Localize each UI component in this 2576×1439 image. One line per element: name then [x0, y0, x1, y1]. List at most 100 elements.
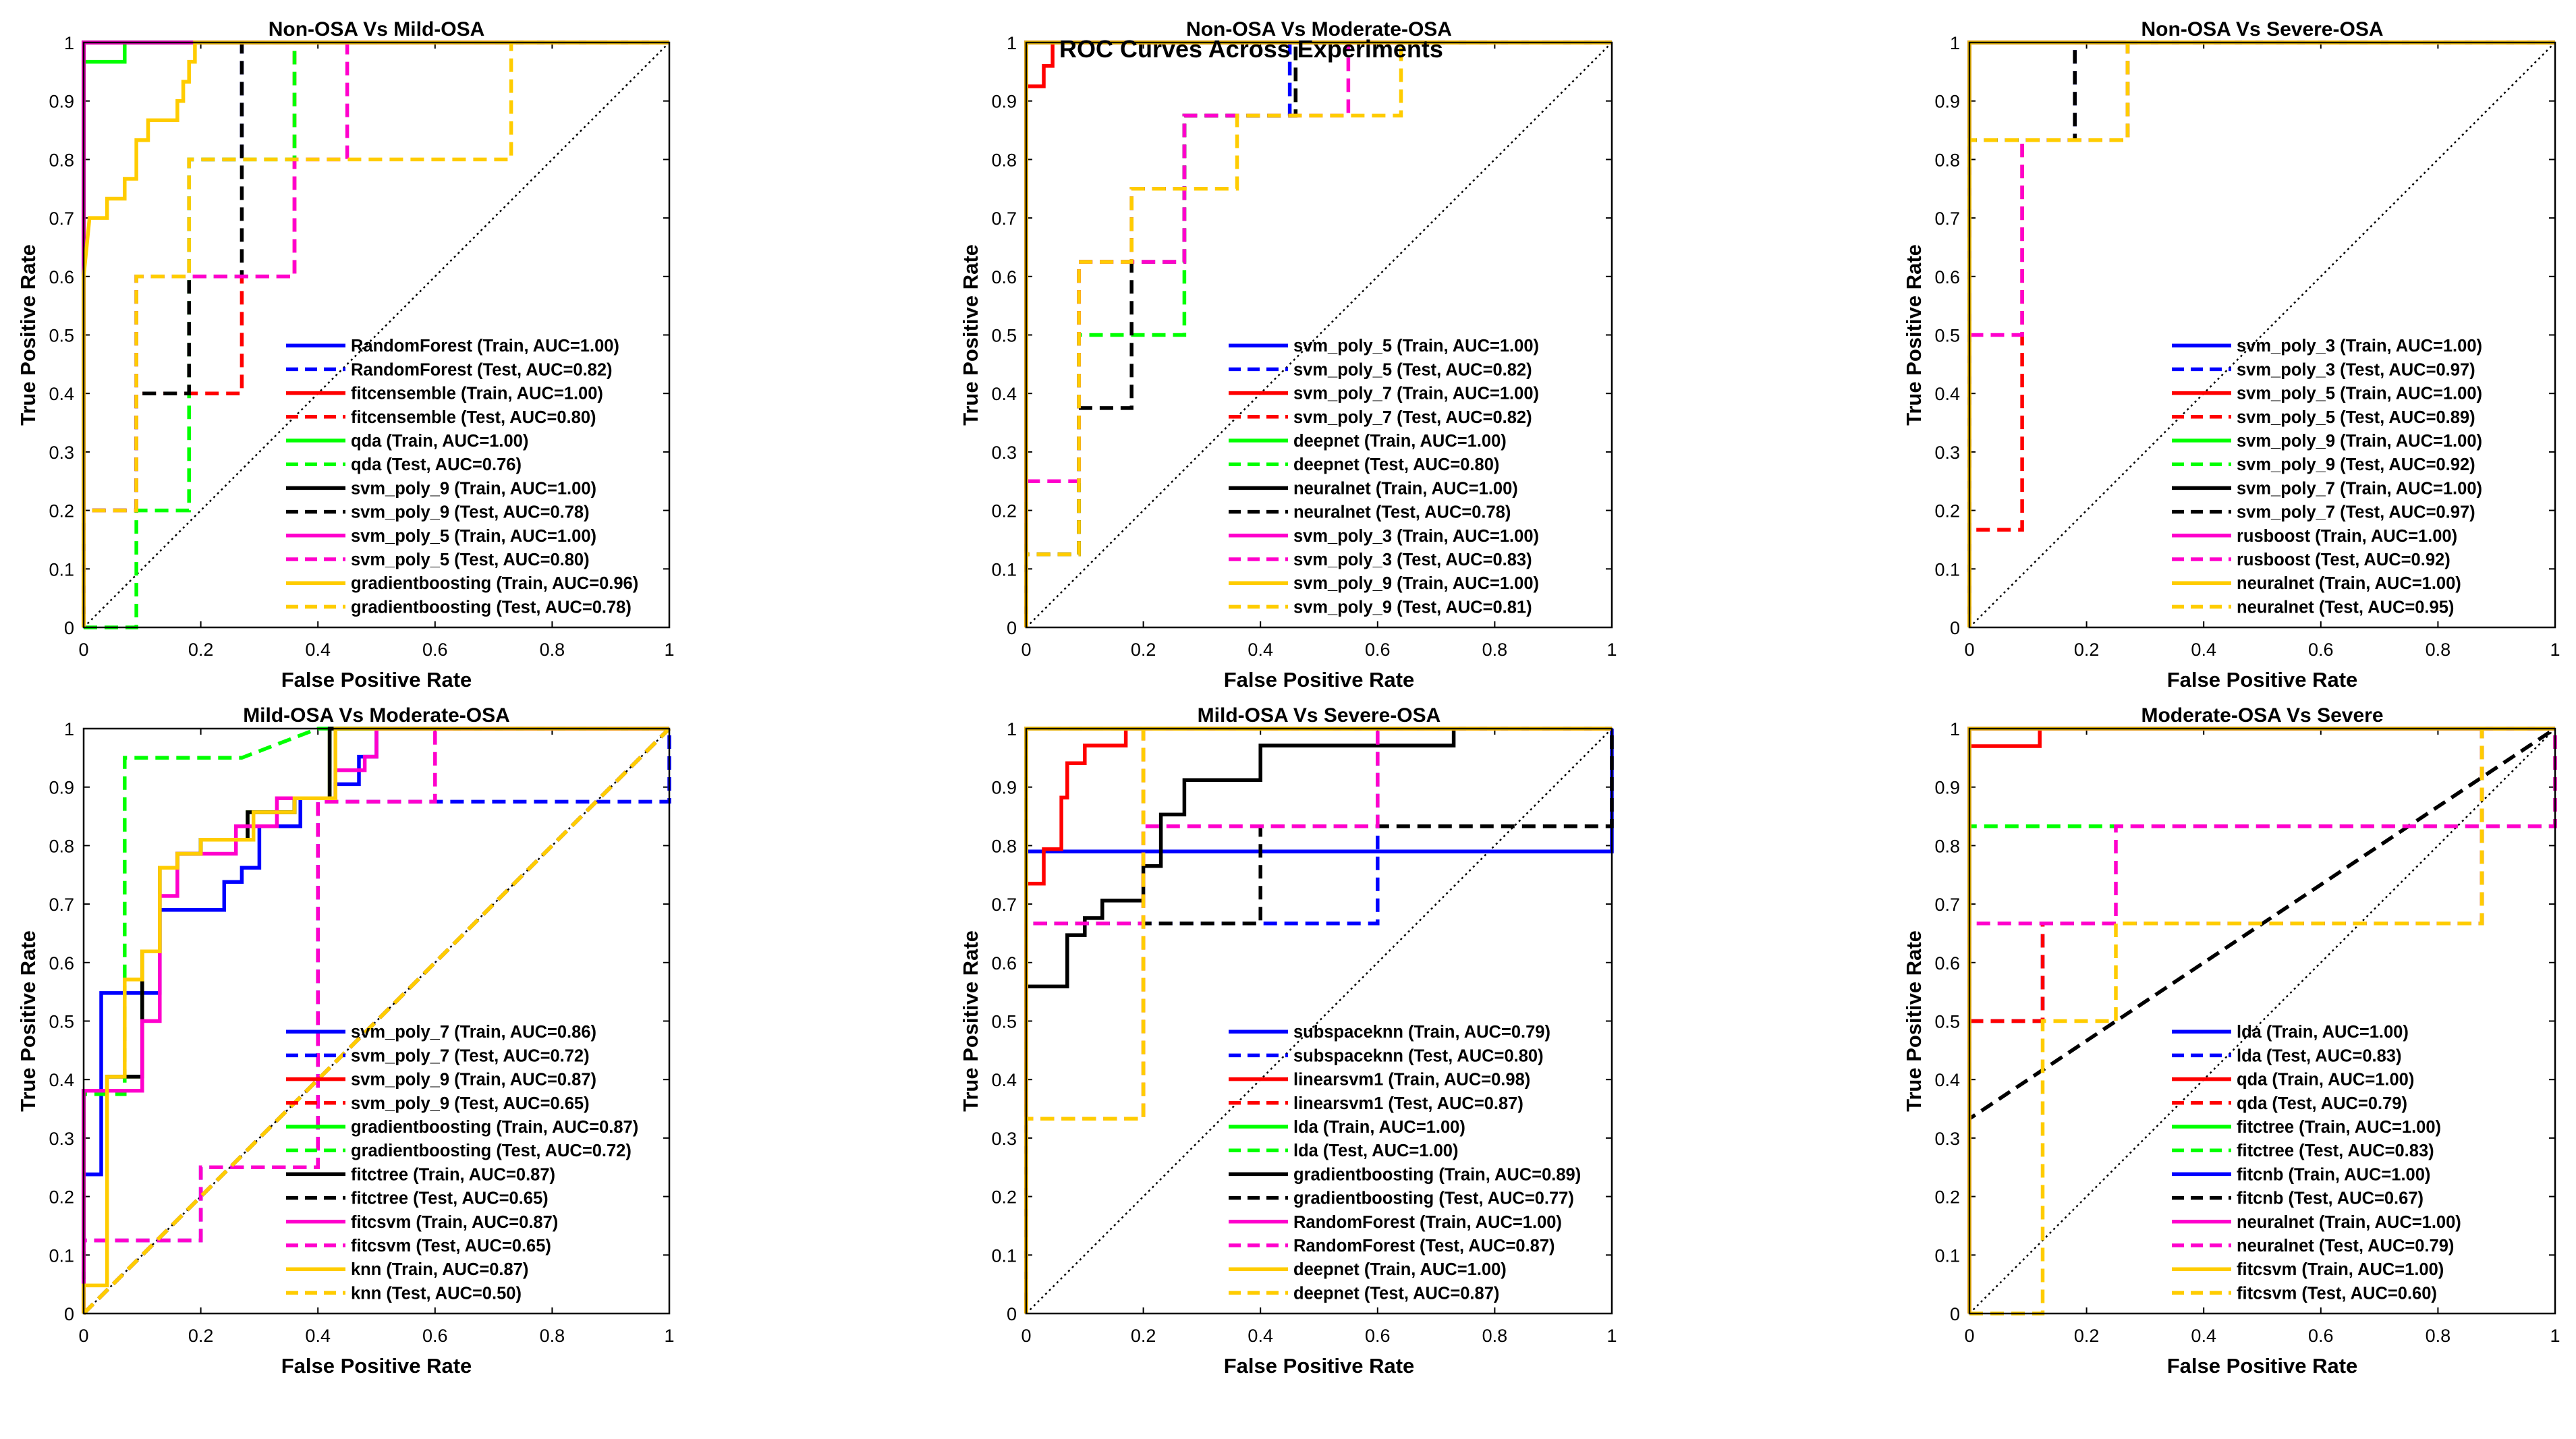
- x-tick-label: 0: [78, 1326, 88, 1346]
- legend-label: svm_poly_9 (Test, AUC=0.78): [351, 503, 590, 522]
- y-tick-label: 0.6: [49, 953, 74, 974]
- roc-series-line: [1024, 727, 1612, 1314]
- roc-subplot: 0 0.1 0.2 0.3 0.4 0.5 0.6 0.7 0.8 0.9 1 0 0.2 0.4 0.6 0…: [959, 18, 1617, 692]
- y-tick-label: 0: [1007, 1304, 1017, 1324]
- roc-series-line: [1024, 40, 1612, 627]
- y-axis-label: True Positive Rate: [959, 244, 982, 426]
- x-tick-label: 0.2: [188, 640, 214, 660]
- x-tick-label: 1: [664, 640, 674, 660]
- legend-label: svm_poly_9 (Train, AUC=1.00): [1293, 574, 1539, 593]
- y-tick-label: 0.5: [991, 326, 1017, 346]
- roc-series-line: [82, 40, 669, 627]
- x-tick-label: 0.8: [1482, 640, 1508, 660]
- axes-box: [1025, 727, 1613, 1315]
- legend-label: gradientboosting (Train, AUC=0.87): [351, 1118, 638, 1137]
- y-tick-label: 0.7: [49, 208, 74, 229]
- y-tick-label: 0.4: [1934, 1070, 1960, 1090]
- x-tick-label: 0: [78, 640, 88, 660]
- x-tick-label: 1: [664, 1326, 674, 1346]
- x-tick-label: 0.8: [2426, 640, 2451, 660]
- legend-label: svm_poly_7 (Test, AUC=0.72): [351, 1046, 590, 1065]
- legend: subspaceknn (Train, AUC=0.79) subspaceknn…: [1229, 1023, 1581, 1303]
- x-tick-label: 0.4: [1248, 1326, 1273, 1346]
- legend-label: svm_poly_5 (Train, AUC=1.00): [351, 527, 596, 546]
- legend-label: neuralnet (Test, AUC=0.95): [2237, 598, 2454, 617]
- roc-series-line: [82, 40, 669, 627]
- y-tick-label: 0.8: [49, 150, 74, 170]
- y-tick-label: 0.9: [1934, 92, 1960, 112]
- roc-subplot: 0 0.1 0.2 0.3 0.4 0.5 0.6 0.7 0.8 0.9 1 0 0.2 0.4 0.6 0…: [16, 18, 675, 692]
- y-tick-label: 0.3: [49, 443, 74, 463]
- legend-label: deepnet (Test, AUC=0.87): [1293, 1284, 1499, 1303]
- y-tick-label: 0.2: [1934, 1187, 1960, 1208]
- roc-series-line: [1969, 727, 2555, 1316]
- y-tick-label: 0.3: [1934, 443, 1960, 463]
- y-axis-label: True Positive Rate: [959, 930, 982, 1112]
- y-tick-label: 0.1: [1934, 559, 1960, 580]
- legend-label: svm_poly_7 (Test, AUC=0.82): [1293, 408, 1532, 427]
- x-tick-label: 0.6: [2308, 640, 2334, 660]
- legend-label: fitctree (Test, AUC=0.83): [2237, 1141, 2434, 1160]
- y-tick-label: 1: [1007, 719, 1017, 739]
- subplot-title: Non-OSA Vs Severe-OSA: [2141, 18, 2384, 40]
- legend-label: RandomForest (Test, AUC=0.82): [351, 360, 613, 379]
- y-tick-label: 0.8: [49, 836, 74, 856]
- legend-label: lda (Train, AUC=1.00): [1293, 1118, 1465, 1137]
- legend-label: fitcensemble (Train, AUC=1.00): [351, 385, 603, 403]
- y-tick-label: 1: [64, 33, 74, 53]
- y-tick-label: 0.2: [991, 501, 1017, 521]
- legend-label: fitcsvm (Test, AUC=0.60): [2237, 1284, 2437, 1303]
- legend-label: lda (Test, AUC=0.83): [2237, 1046, 2401, 1065]
- legend-label: svm_poly_3 (Train, AUC=1.00): [1293, 527, 1539, 546]
- legend-label: gradientboosting (Train, AUC=0.89): [1293, 1165, 1581, 1184]
- axes-box: [1968, 41, 2556, 629]
- y-tick-label: 0.2: [991, 1187, 1017, 1208]
- y-tick-label: 0.6: [1934, 267, 1960, 287]
- legend-label: deepnet (Train, AUC=1.00): [1293, 432, 1507, 451]
- axes-box: [82, 727, 671, 1315]
- x-tick-label: 0.2: [188, 1326, 214, 1346]
- legend-label: svm_poly_7 (Train, AUC=1.00): [1293, 385, 1539, 403]
- x-tick-label: 0.4: [305, 640, 331, 660]
- x-tick-label: 0.2: [1131, 1326, 1156, 1346]
- x-axis-label: False Positive Rate: [2167, 1354, 2358, 1378]
- x-axis-label: False Positive Rate: [281, 668, 472, 692]
- legend-label: fitcsvm (Train, AUC=1.00): [2237, 1260, 2444, 1279]
- y-axis-label: True Positive Rate: [1902, 930, 1926, 1112]
- y-tick-label: 1: [1950, 33, 1960, 53]
- subplot-title: Mild-OSA Vs Severe-OSA: [1198, 704, 1441, 727]
- legend-label: linearsvm1 (Test, AUC=0.87): [1293, 1094, 1523, 1113]
- y-tick-label: 0.9: [991, 92, 1017, 112]
- legend-label: svm_poly_3 (Test, AUC=0.97): [2237, 360, 2475, 379]
- y-tick-label: 0: [64, 618, 74, 638]
- y-tick-label: 0.8: [991, 836, 1017, 856]
- legend-label: fitcnb (Train, AUC=1.00): [2237, 1165, 2430, 1184]
- roc-subplot: 0 0.1 0.2 0.3 0.4 0.5 0.6 0.7 0.8 0.9 1 0 0.2 0.4 0.6 0…: [1902, 18, 2560, 692]
- legend-label: fitcsvm (Train, AUC=0.87): [351, 1213, 558, 1232]
- legend-label: fitctree (Test, AUC=0.65): [351, 1189, 549, 1208]
- y-tick-label: 0.1: [49, 1245, 74, 1266]
- y-tick-label: 0.9: [49, 92, 74, 112]
- y-tick-label: 0.5: [1934, 326, 1960, 346]
- legend-label: gradientboosting (Train, AUC=0.96): [351, 574, 638, 593]
- plot-area: [1969, 43, 2555, 627]
- y-tick-label: 0.1: [991, 1245, 1017, 1266]
- x-tick-label: 0.6: [2308, 1326, 2334, 1346]
- y-tick-label: 0.1: [991, 559, 1017, 580]
- y-tick-label: 0.6: [1934, 953, 1960, 974]
- x-tick-label: 0.6: [1365, 1326, 1391, 1346]
- y-axis-label: True Positive Rate: [16, 244, 40, 426]
- legend: RandomForest (Train, AUC=1.00) RandomFore…: [286, 337, 638, 617]
- legend-label: lda (Test, AUC=1.00): [1293, 1141, 1458, 1160]
- x-tick-label: 1: [2550, 640, 2560, 660]
- legend-label: svm_poly_5 (Train, AUC=1.00): [2237, 385, 2482, 403]
- legend-label: svm_poly_9 (Train, AUC=1.00): [2237, 432, 2482, 451]
- roc-subplot: 0 0.1 0.2 0.3 0.4 0.5 0.6 0.7 0.8 0.9 1 0 0.2 0.4 0.6 0…: [1902, 704, 2560, 1378]
- legend-label: neuralnet (Train, AUC=1.00): [1293, 479, 1518, 498]
- legend-label: gradientboosting (Test, AUC=0.72): [351, 1141, 632, 1160]
- legend-label: RandomForest (Train, AUC=1.00): [1293, 1213, 1562, 1232]
- subplot-title: Moderate-OSA Vs Severe: [2141, 704, 2383, 727]
- x-tick-label: 0: [1964, 640, 1974, 660]
- x-axis-label: False Positive Rate: [281, 1354, 472, 1378]
- legend-label: RandomForest (Test, AUC=0.87): [1293, 1237, 1555, 1255]
